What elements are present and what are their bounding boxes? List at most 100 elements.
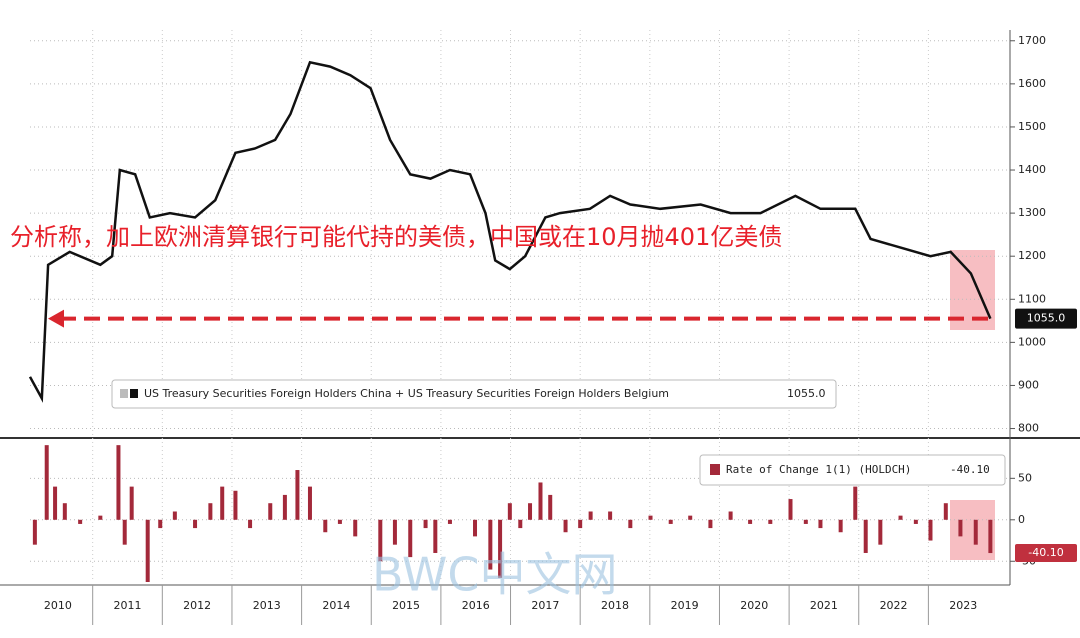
legend-box xyxy=(699,454,1006,486)
bar xyxy=(507,503,512,520)
bar xyxy=(193,519,198,529)
bar xyxy=(268,503,273,520)
arrow-head xyxy=(48,309,64,328)
bar xyxy=(408,519,413,558)
bar xyxy=(392,519,397,545)
bar xyxy=(943,503,948,520)
bar xyxy=(563,519,568,533)
bar xyxy=(32,519,37,545)
x-tick-label: 2023 xyxy=(949,599,977,612)
bar xyxy=(488,519,493,570)
x-tick-label: 2022 xyxy=(880,599,908,612)
bar xyxy=(337,519,342,524)
bar xyxy=(818,519,823,529)
y-tick-label: 1500 xyxy=(1018,120,1046,133)
bar xyxy=(648,515,653,520)
bar xyxy=(838,519,843,533)
bar xyxy=(208,503,213,520)
bar xyxy=(913,519,918,524)
bar xyxy=(708,519,713,529)
bar xyxy=(295,470,300,520)
bar xyxy=(548,494,553,520)
bar xyxy=(528,503,533,520)
y-tick-label: 900 xyxy=(1018,378,1039,391)
x-tick-label: 2010 xyxy=(44,599,72,612)
x-tick-label: 2018 xyxy=(601,599,629,612)
bar xyxy=(282,494,287,520)
y-tick-label: 800 xyxy=(1018,422,1039,435)
value-tag-label: -40.10 xyxy=(1028,546,1063,559)
y-tick-label: 1300 xyxy=(1018,206,1046,219)
bar xyxy=(172,511,177,520)
annotation: 分析称，加上欧洲清算银行可能代持的美债，中国或在10月抛401亿美债 xyxy=(10,223,782,251)
y-tick-label: 1100 xyxy=(1018,292,1046,305)
bar xyxy=(748,519,753,524)
x-tick-label: 2012 xyxy=(183,599,211,612)
value-tag xyxy=(1015,544,1077,563)
bar xyxy=(628,519,633,529)
y-tick-label: 50 xyxy=(1018,471,1032,484)
x-tick-label: 2011 xyxy=(114,599,142,612)
bar xyxy=(588,511,593,520)
value-tag-label: 1055.0 xyxy=(1027,312,1066,325)
watermark: BWC中文网 xyxy=(372,548,618,602)
x-tick-label: 2014 xyxy=(322,599,350,612)
x-tick-label: 2017 xyxy=(531,599,559,612)
bar xyxy=(122,519,127,545)
bar xyxy=(728,511,733,520)
bar xyxy=(578,519,583,529)
legend-box xyxy=(111,379,837,409)
legend-swatch xyxy=(120,389,128,398)
line-series xyxy=(28,60,992,403)
legend-value: 1055.0 xyxy=(787,387,826,400)
bar xyxy=(518,519,523,529)
bar xyxy=(62,503,67,520)
bar xyxy=(307,486,312,520)
bar xyxy=(78,519,83,524)
legend-label: Rate of Change 1(1) (HOLDCH) xyxy=(726,463,911,476)
highlight-box xyxy=(950,250,995,330)
bar xyxy=(803,519,808,524)
bar xyxy=(863,519,868,553)
legend-swatch xyxy=(710,464,720,475)
bar xyxy=(498,519,503,578)
bar xyxy=(688,515,693,520)
bar xyxy=(768,519,773,524)
bar xyxy=(53,486,58,520)
y-tick-label: 1400 xyxy=(1018,163,1046,176)
bar xyxy=(433,519,438,553)
y-tick-label: 1000 xyxy=(1018,335,1046,348)
x-tick-label: 2016 xyxy=(462,599,490,612)
bar xyxy=(423,519,428,529)
x-tick-label: 2020 xyxy=(740,599,768,612)
bar xyxy=(158,519,163,529)
bar xyxy=(44,445,49,520)
bar xyxy=(853,486,858,520)
bar xyxy=(116,445,121,520)
bar xyxy=(473,519,478,537)
bar xyxy=(447,519,452,524)
bar xyxy=(878,519,883,545)
bar xyxy=(898,515,903,520)
bar xyxy=(958,519,963,537)
x-tick-label: 2015 xyxy=(392,599,420,612)
y-tick-label: 1700 xyxy=(1018,34,1046,47)
bar xyxy=(973,519,978,545)
y-tick-label: 0 xyxy=(1018,513,1025,526)
bar xyxy=(98,515,103,520)
value-tag xyxy=(1015,308,1077,329)
bar xyxy=(788,499,793,520)
y-tick-label: 1200 xyxy=(1018,249,1046,262)
bar xyxy=(233,490,238,520)
x-tick-label: 2019 xyxy=(671,599,699,612)
x-tick-label: 2021 xyxy=(810,599,838,612)
bar xyxy=(378,519,383,562)
bar xyxy=(988,519,993,554)
legend-value: -40.10 xyxy=(950,463,990,476)
legend-label: US Treasury Securities Foreign Holders C… xyxy=(144,387,669,400)
bar xyxy=(668,519,673,524)
y-tick-label: 1600 xyxy=(1018,77,1046,90)
bar xyxy=(248,519,253,529)
bar xyxy=(538,482,543,520)
